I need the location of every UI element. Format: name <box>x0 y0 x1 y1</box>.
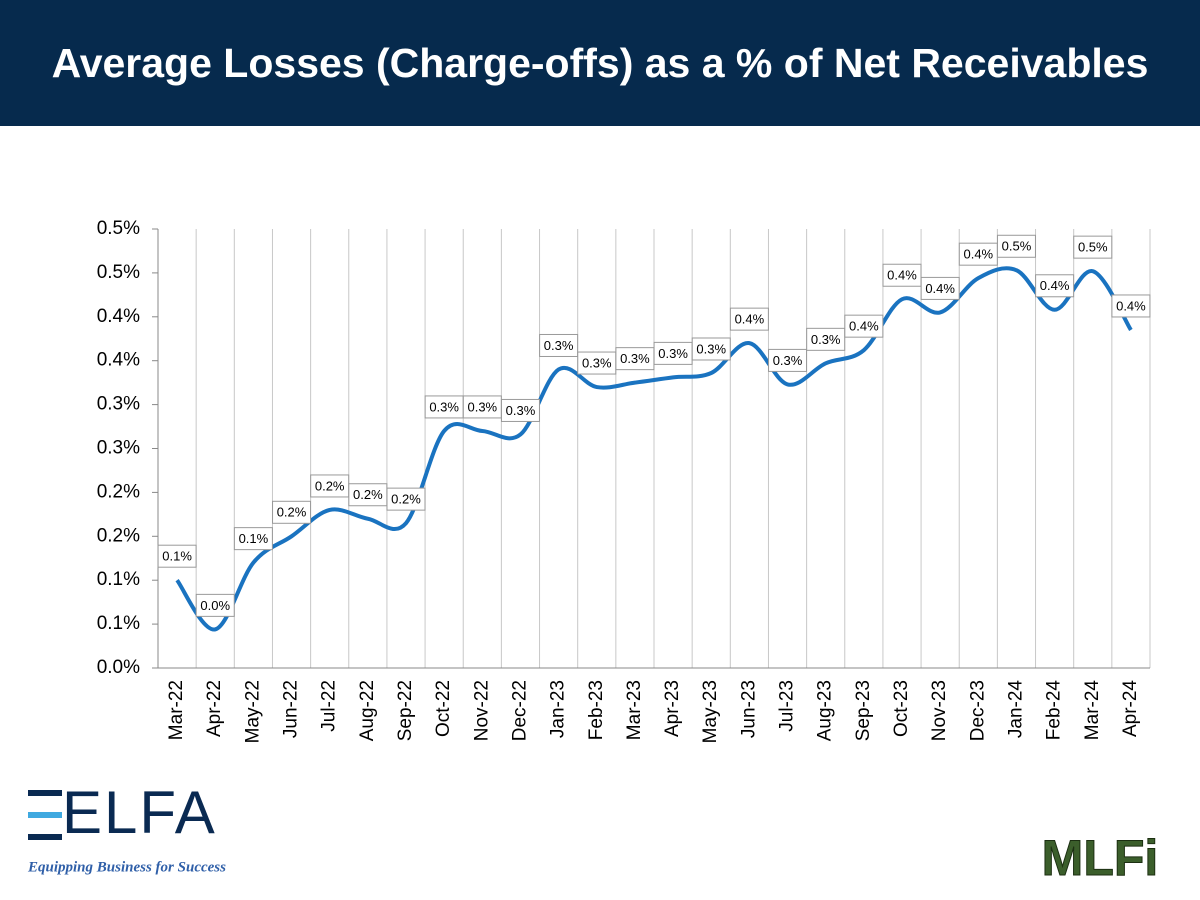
y-tick-label: 0.2% <box>97 481 140 502</box>
value-label-box <box>157 544 197 568</box>
x-tick-label: Apr-22 <box>204 680 225 737</box>
y-tick-label: 0.0% <box>97 657 140 678</box>
x-tick-label: Jul-22 <box>319 680 340 732</box>
x-tick-label: Sep-23 <box>853 680 874 741</box>
value-label: 0.3% <box>696 341 726 356</box>
value-label-box <box>500 398 540 422</box>
y-tick-label: 0.2% <box>97 525 140 546</box>
y-tick-label: 0.4% <box>97 306 140 327</box>
y-tick-label: 0.5% <box>97 218 140 239</box>
x-tick-label: Dec-22 <box>509 680 530 741</box>
x-tick-label: May-22 <box>242 680 263 743</box>
value-label: 0.3% <box>658 346 688 361</box>
logo-bar <box>28 790 62 796</box>
y-tick-label: 0.1% <box>97 569 140 590</box>
value-label-box <box>1035 274 1075 298</box>
value-label: 0.3% <box>429 399 459 414</box>
value-label: 0.0% <box>200 598 230 613</box>
logo-tagline: Equipping Business for Success <box>27 859 226 875</box>
x-tick-label: Feb-24 <box>1044 680 1065 741</box>
value-label: 0.2% <box>391 492 421 507</box>
y-tick-label: 0.3% <box>97 394 140 415</box>
x-tick-label: Oct-23 <box>891 680 912 737</box>
value-label-box <box>233 527 273 551</box>
x-tick-label: Jan-24 <box>1005 680 1026 739</box>
value-label-box <box>1073 235 1113 259</box>
x-tick-label: Aug-22 <box>357 680 378 741</box>
y-tick-label: 0.5% <box>97 262 140 283</box>
value-label-box <box>768 348 808 372</box>
value-label-box <box>882 263 922 287</box>
value-label: 0.4% <box>963 247 993 262</box>
x-tick-label: Dec-23 <box>967 680 988 741</box>
value-label: 0.3% <box>506 403 536 418</box>
value-label: 0.2% <box>277 505 307 520</box>
value-label: 0.1% <box>162 549 192 564</box>
mlfi-logo: MLFi <box>1042 830 1159 886</box>
value-label: 0.4% <box>1116 298 1146 313</box>
value-label: 0.3% <box>620 351 650 366</box>
title: Average Losses (Charge-offs) as a % of N… <box>51 39 1149 86</box>
value-label-box <box>996 234 1036 258</box>
value-label: 0.5% <box>1078 240 1108 255</box>
value-label-box <box>844 314 884 338</box>
value-label: 0.3% <box>544 338 574 353</box>
x-tick-label: Mar-24 <box>1082 680 1103 741</box>
x-tick-label: Oct-22 <box>433 680 454 737</box>
title-banner: Average Losses (Charge-offs) as a % of N… <box>0 0 1200 126</box>
x-tick-label: Nov-22 <box>471 680 492 741</box>
value-label: 0.4% <box>887 268 917 283</box>
value-label-box <box>920 276 960 300</box>
value-label: 0.2% <box>353 487 383 502</box>
x-tick-label: Apr-24 <box>1120 680 1141 737</box>
x-tick-label: May-23 <box>700 680 721 743</box>
x-tick-label: Mar-23 <box>624 680 645 740</box>
value-label: 0.5% <box>1002 239 1032 254</box>
value-label: 0.1% <box>239 531 269 546</box>
x-tick-label: Feb-23 <box>586 680 607 740</box>
y-tick-label: 0.4% <box>97 350 140 371</box>
value-label: 0.4% <box>1040 278 1070 293</box>
value-label: 0.3% <box>773 353 803 368</box>
data-line <box>175 266 1133 632</box>
logo-bar <box>28 812 62 818</box>
value-label: 0.3% <box>582 355 612 370</box>
x-tick-label: Jul-23 <box>777 680 798 732</box>
x-tick-label: Jun-23 <box>738 680 759 738</box>
y-tick-label: 0.1% <box>97 613 140 634</box>
value-label: 0.4% <box>735 312 765 327</box>
x-tick-label: Sep-22 <box>395 680 416 741</box>
value-label-box <box>195 593 235 617</box>
logo-bar <box>28 834 62 840</box>
x-tick-label: Jun-22 <box>281 680 302 738</box>
elfa-logo: ELFA Equipping Business for Success <box>27 779 226 876</box>
value-label-box <box>729 307 769 331</box>
x-tick-label: Mar-22 <box>166 680 187 740</box>
value-label: 0.4% <box>925 281 955 296</box>
x-tick-label: Apr-23 <box>662 680 683 737</box>
value-label: 0.2% <box>315 478 345 493</box>
y-tick-label: 0.3% <box>97 438 140 459</box>
x-tick-label: Nov-23 <box>929 680 950 741</box>
value-label-box <box>691 337 731 361</box>
value-label-box <box>539 333 579 357</box>
value-label: 0.3% <box>811 332 841 347</box>
x-tick-label: Jan-23 <box>548 680 569 738</box>
x-tick-label: Aug-23 <box>815 680 836 741</box>
logo-text: ELFA <box>62 779 217 846</box>
value-label: 0.4% <box>849 319 879 334</box>
value-label-box <box>386 487 426 511</box>
value-label: 0.3% <box>467 399 497 414</box>
value-label-box <box>272 500 312 524</box>
value-label-box <box>1111 294 1151 318</box>
value-label-box <box>806 327 846 351</box>
